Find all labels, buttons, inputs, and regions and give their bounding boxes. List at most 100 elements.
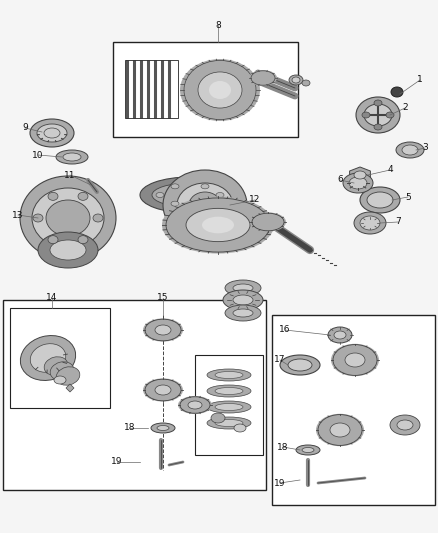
Ellipse shape (155, 385, 171, 395)
Ellipse shape (334, 331, 346, 339)
Ellipse shape (216, 192, 224, 198)
Ellipse shape (152, 183, 228, 207)
Text: 10: 10 (32, 150, 44, 159)
Ellipse shape (189, 192, 221, 218)
Ellipse shape (209, 81, 231, 99)
Ellipse shape (188, 401, 202, 409)
Ellipse shape (140, 177, 240, 213)
Ellipse shape (207, 401, 251, 413)
Text: 14: 14 (46, 294, 58, 303)
Text: 15: 15 (157, 294, 169, 303)
Text: 3: 3 (422, 143, 428, 152)
Bar (272, 315, 435, 505)
Ellipse shape (296, 445, 320, 455)
Ellipse shape (171, 201, 179, 206)
Ellipse shape (215, 372, 243, 378)
Ellipse shape (354, 171, 366, 179)
Text: 17: 17 (274, 356, 286, 365)
Ellipse shape (215, 419, 243, 426)
Ellipse shape (402, 145, 418, 155)
Ellipse shape (367, 192, 393, 208)
Ellipse shape (56, 367, 80, 385)
Polygon shape (350, 167, 371, 183)
Ellipse shape (374, 100, 382, 106)
Bar (125, 60, 178, 118)
Text: 18: 18 (124, 424, 136, 432)
Ellipse shape (143, 318, 183, 342)
Ellipse shape (178, 396, 212, 414)
Ellipse shape (386, 112, 394, 118)
Ellipse shape (48, 192, 58, 200)
Ellipse shape (396, 142, 424, 158)
Ellipse shape (63, 153, 81, 161)
Bar (113, 42, 298, 137)
Ellipse shape (32, 188, 104, 248)
Ellipse shape (155, 325, 171, 335)
Ellipse shape (207, 417, 251, 429)
Ellipse shape (33, 214, 43, 222)
Ellipse shape (397, 420, 413, 430)
Ellipse shape (162, 197, 274, 254)
Ellipse shape (390, 415, 420, 435)
Text: 5: 5 (405, 192, 411, 201)
Ellipse shape (50, 362, 74, 380)
Ellipse shape (93, 214, 103, 222)
Bar (10, 308, 110, 408)
Ellipse shape (44, 357, 68, 375)
Ellipse shape (343, 173, 373, 193)
Ellipse shape (211, 413, 225, 423)
Text: 8: 8 (215, 20, 221, 29)
Ellipse shape (302, 80, 310, 86)
Ellipse shape (330, 423, 350, 437)
Ellipse shape (233, 284, 253, 292)
Text: 1: 1 (417, 76, 423, 85)
Ellipse shape (201, 201, 209, 206)
Ellipse shape (201, 184, 209, 189)
Ellipse shape (207, 385, 251, 397)
Ellipse shape (234, 424, 246, 432)
Ellipse shape (151, 423, 175, 433)
Ellipse shape (316, 414, 364, 446)
Ellipse shape (223, 290, 263, 310)
Ellipse shape (215, 387, 243, 394)
Ellipse shape (46, 200, 90, 236)
Ellipse shape (328, 327, 352, 343)
Ellipse shape (360, 187, 400, 213)
Ellipse shape (54, 376, 66, 384)
Ellipse shape (30, 119, 74, 147)
Ellipse shape (302, 448, 314, 453)
Ellipse shape (50, 240, 86, 260)
Ellipse shape (157, 425, 169, 431)
Ellipse shape (186, 208, 250, 241)
Ellipse shape (356, 97, 400, 133)
Ellipse shape (249, 70, 277, 86)
Ellipse shape (37, 124, 67, 142)
Text: 18: 18 (277, 442, 289, 451)
Ellipse shape (391, 87, 403, 97)
Ellipse shape (30, 344, 66, 373)
Ellipse shape (362, 112, 370, 118)
Text: 6: 6 (337, 175, 343, 184)
Text: 7: 7 (395, 217, 401, 227)
Ellipse shape (56, 150, 88, 164)
Ellipse shape (331, 344, 379, 376)
Ellipse shape (78, 236, 88, 244)
Ellipse shape (215, 403, 243, 410)
Text: 19: 19 (274, 479, 286, 488)
Ellipse shape (180, 59, 260, 121)
Ellipse shape (156, 192, 164, 198)
Text: 19: 19 (111, 457, 123, 466)
Ellipse shape (360, 216, 380, 230)
Ellipse shape (48, 236, 58, 244)
Ellipse shape (143, 378, 183, 401)
Ellipse shape (202, 217, 234, 233)
Ellipse shape (207, 369, 251, 381)
Ellipse shape (374, 124, 382, 130)
Text: 16: 16 (279, 326, 291, 335)
Ellipse shape (198, 72, 242, 108)
Bar (195, 355, 263, 455)
Text: 4: 4 (387, 166, 393, 174)
Text: 12: 12 (249, 196, 261, 205)
Ellipse shape (225, 280, 261, 296)
Ellipse shape (20, 176, 116, 260)
